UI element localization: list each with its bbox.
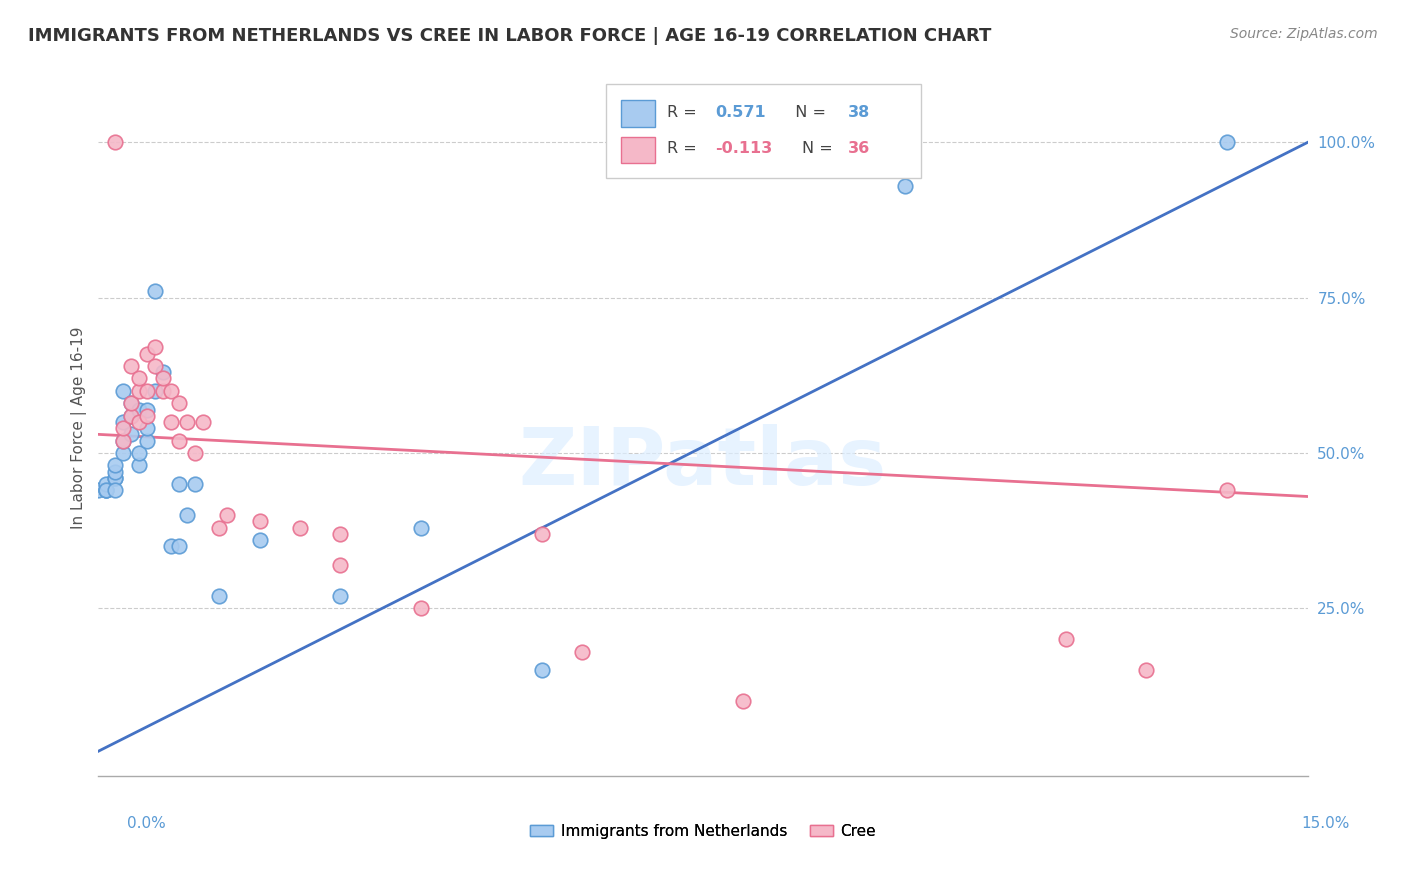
FancyBboxPatch shape (621, 101, 655, 127)
Point (135, 384, 157, 398)
Point (111, 415, 134, 429)
Point (184, 477, 207, 491)
Text: ZIPatlas: ZIPatlas (519, 424, 887, 502)
Point (103, 471, 125, 485)
Point (152, 365, 174, 379)
Point (160, 539, 183, 553)
Point (143, 340, 166, 354)
FancyBboxPatch shape (621, 136, 655, 163)
Point (143, 359, 166, 373)
Text: IMMIGRANTS FROM NETHERLANDS VS CREE IN LABOR FORCE | AGE 16-19 CORRELATION CHART: IMMIGRANTS FROM NETHERLANDS VS CREE IN L… (28, 27, 991, 45)
Point (893, 178, 915, 193)
Point (176, 508, 198, 523)
Point (120, 396, 142, 410)
Point (1216, 483, 1239, 498)
Point (152, 384, 174, 398)
Point (128, 384, 150, 398)
Point (176, 415, 198, 429)
Point (329, 558, 352, 572)
Text: 15.0%: 15.0% (1302, 816, 1350, 831)
Point (111, 446, 134, 460)
Point (128, 415, 150, 429)
Text: 36: 36 (848, 141, 870, 156)
Point (111, 434, 134, 448)
Point (167, 396, 190, 410)
Point (135, 402, 157, 417)
Point (120, 427, 142, 442)
Point (1054, 632, 1077, 647)
Point (103, 483, 125, 498)
Point (167, 539, 190, 553)
Point (249, 514, 271, 528)
Point (103, 465, 125, 479)
Point (184, 446, 207, 460)
Point (530, 664, 553, 678)
Point (96, 483, 118, 498)
Point (409, 520, 432, 534)
Point (530, 526, 553, 541)
Point (120, 409, 142, 423)
Text: R =: R = (666, 141, 702, 156)
Text: R =: R = (666, 104, 702, 120)
Point (329, 589, 352, 603)
Legend: Immigrants from Netherlands, Cree: Immigrants from Netherlands, Cree (524, 818, 882, 845)
Point (409, 601, 432, 615)
Text: N =: N = (803, 141, 838, 156)
Point (120, 359, 142, 373)
FancyBboxPatch shape (606, 84, 921, 178)
Point (249, 533, 271, 547)
Point (111, 421, 134, 435)
Point (167, 477, 190, 491)
Point (103, 136, 125, 150)
Point (143, 285, 166, 299)
Point (160, 415, 183, 429)
Point (288, 520, 311, 534)
Point (96, 483, 118, 498)
Point (135, 346, 157, 360)
Point (135, 434, 157, 448)
Point (128, 446, 150, 460)
Point (96, 483, 118, 498)
Y-axis label: In Labor Force | Age 16-19: In Labor Force | Age 16-19 (72, 326, 87, 530)
Point (111, 384, 134, 398)
Point (329, 526, 352, 541)
Point (1216, 136, 1239, 150)
Point (120, 396, 142, 410)
Point (733, 694, 755, 708)
Text: -0.113: -0.113 (716, 141, 772, 156)
Point (128, 402, 150, 417)
Point (120, 409, 142, 423)
Text: 0.0%: 0.0% (127, 816, 166, 831)
Point (128, 371, 150, 385)
Point (111, 434, 134, 448)
Point (152, 371, 174, 385)
Point (128, 458, 150, 473)
Point (571, 645, 593, 659)
Point (96, 477, 118, 491)
Point (208, 520, 231, 534)
Text: 0.571: 0.571 (716, 104, 766, 120)
Text: N =: N = (785, 104, 831, 120)
Point (135, 409, 157, 423)
Point (1135, 664, 1157, 678)
Point (160, 384, 183, 398)
Point (167, 434, 190, 448)
Point (87, 483, 110, 498)
Point (103, 471, 125, 485)
Point (103, 458, 125, 473)
Text: Source: ZipAtlas.com: Source: ZipAtlas.com (1230, 27, 1378, 41)
Point (143, 384, 166, 398)
Point (217, 508, 239, 523)
Point (135, 421, 157, 435)
Text: 38: 38 (848, 104, 870, 120)
Point (208, 589, 231, 603)
Point (193, 415, 215, 429)
